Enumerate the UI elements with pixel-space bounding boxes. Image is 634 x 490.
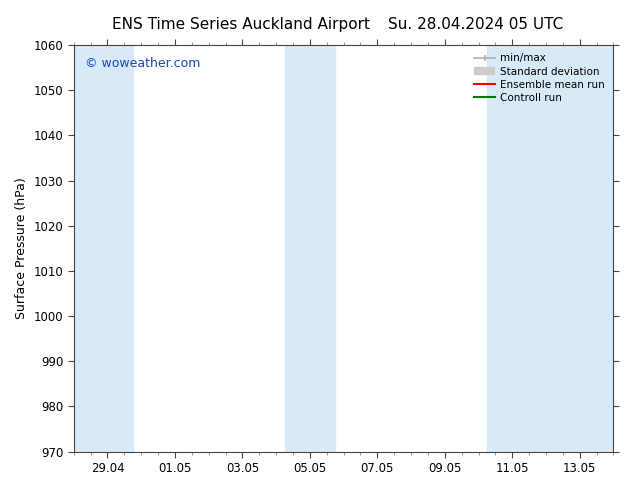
Text: © woweather.com: © woweather.com <box>84 57 200 70</box>
Legend: min/max, Standard deviation, Ensemble mean run, Controll run: min/max, Standard deviation, Ensemble me… <box>471 50 608 106</box>
Bar <box>487 45 614 452</box>
Bar <box>285 45 335 452</box>
Text: Su. 28.04.2024 05 UTC: Su. 28.04.2024 05 UTC <box>388 17 563 32</box>
Text: ENS Time Series Auckland Airport: ENS Time Series Auckland Airport <box>112 17 370 32</box>
Bar <box>74 45 133 452</box>
Y-axis label: Surface Pressure (hPa): Surface Pressure (hPa) <box>15 177 28 319</box>
